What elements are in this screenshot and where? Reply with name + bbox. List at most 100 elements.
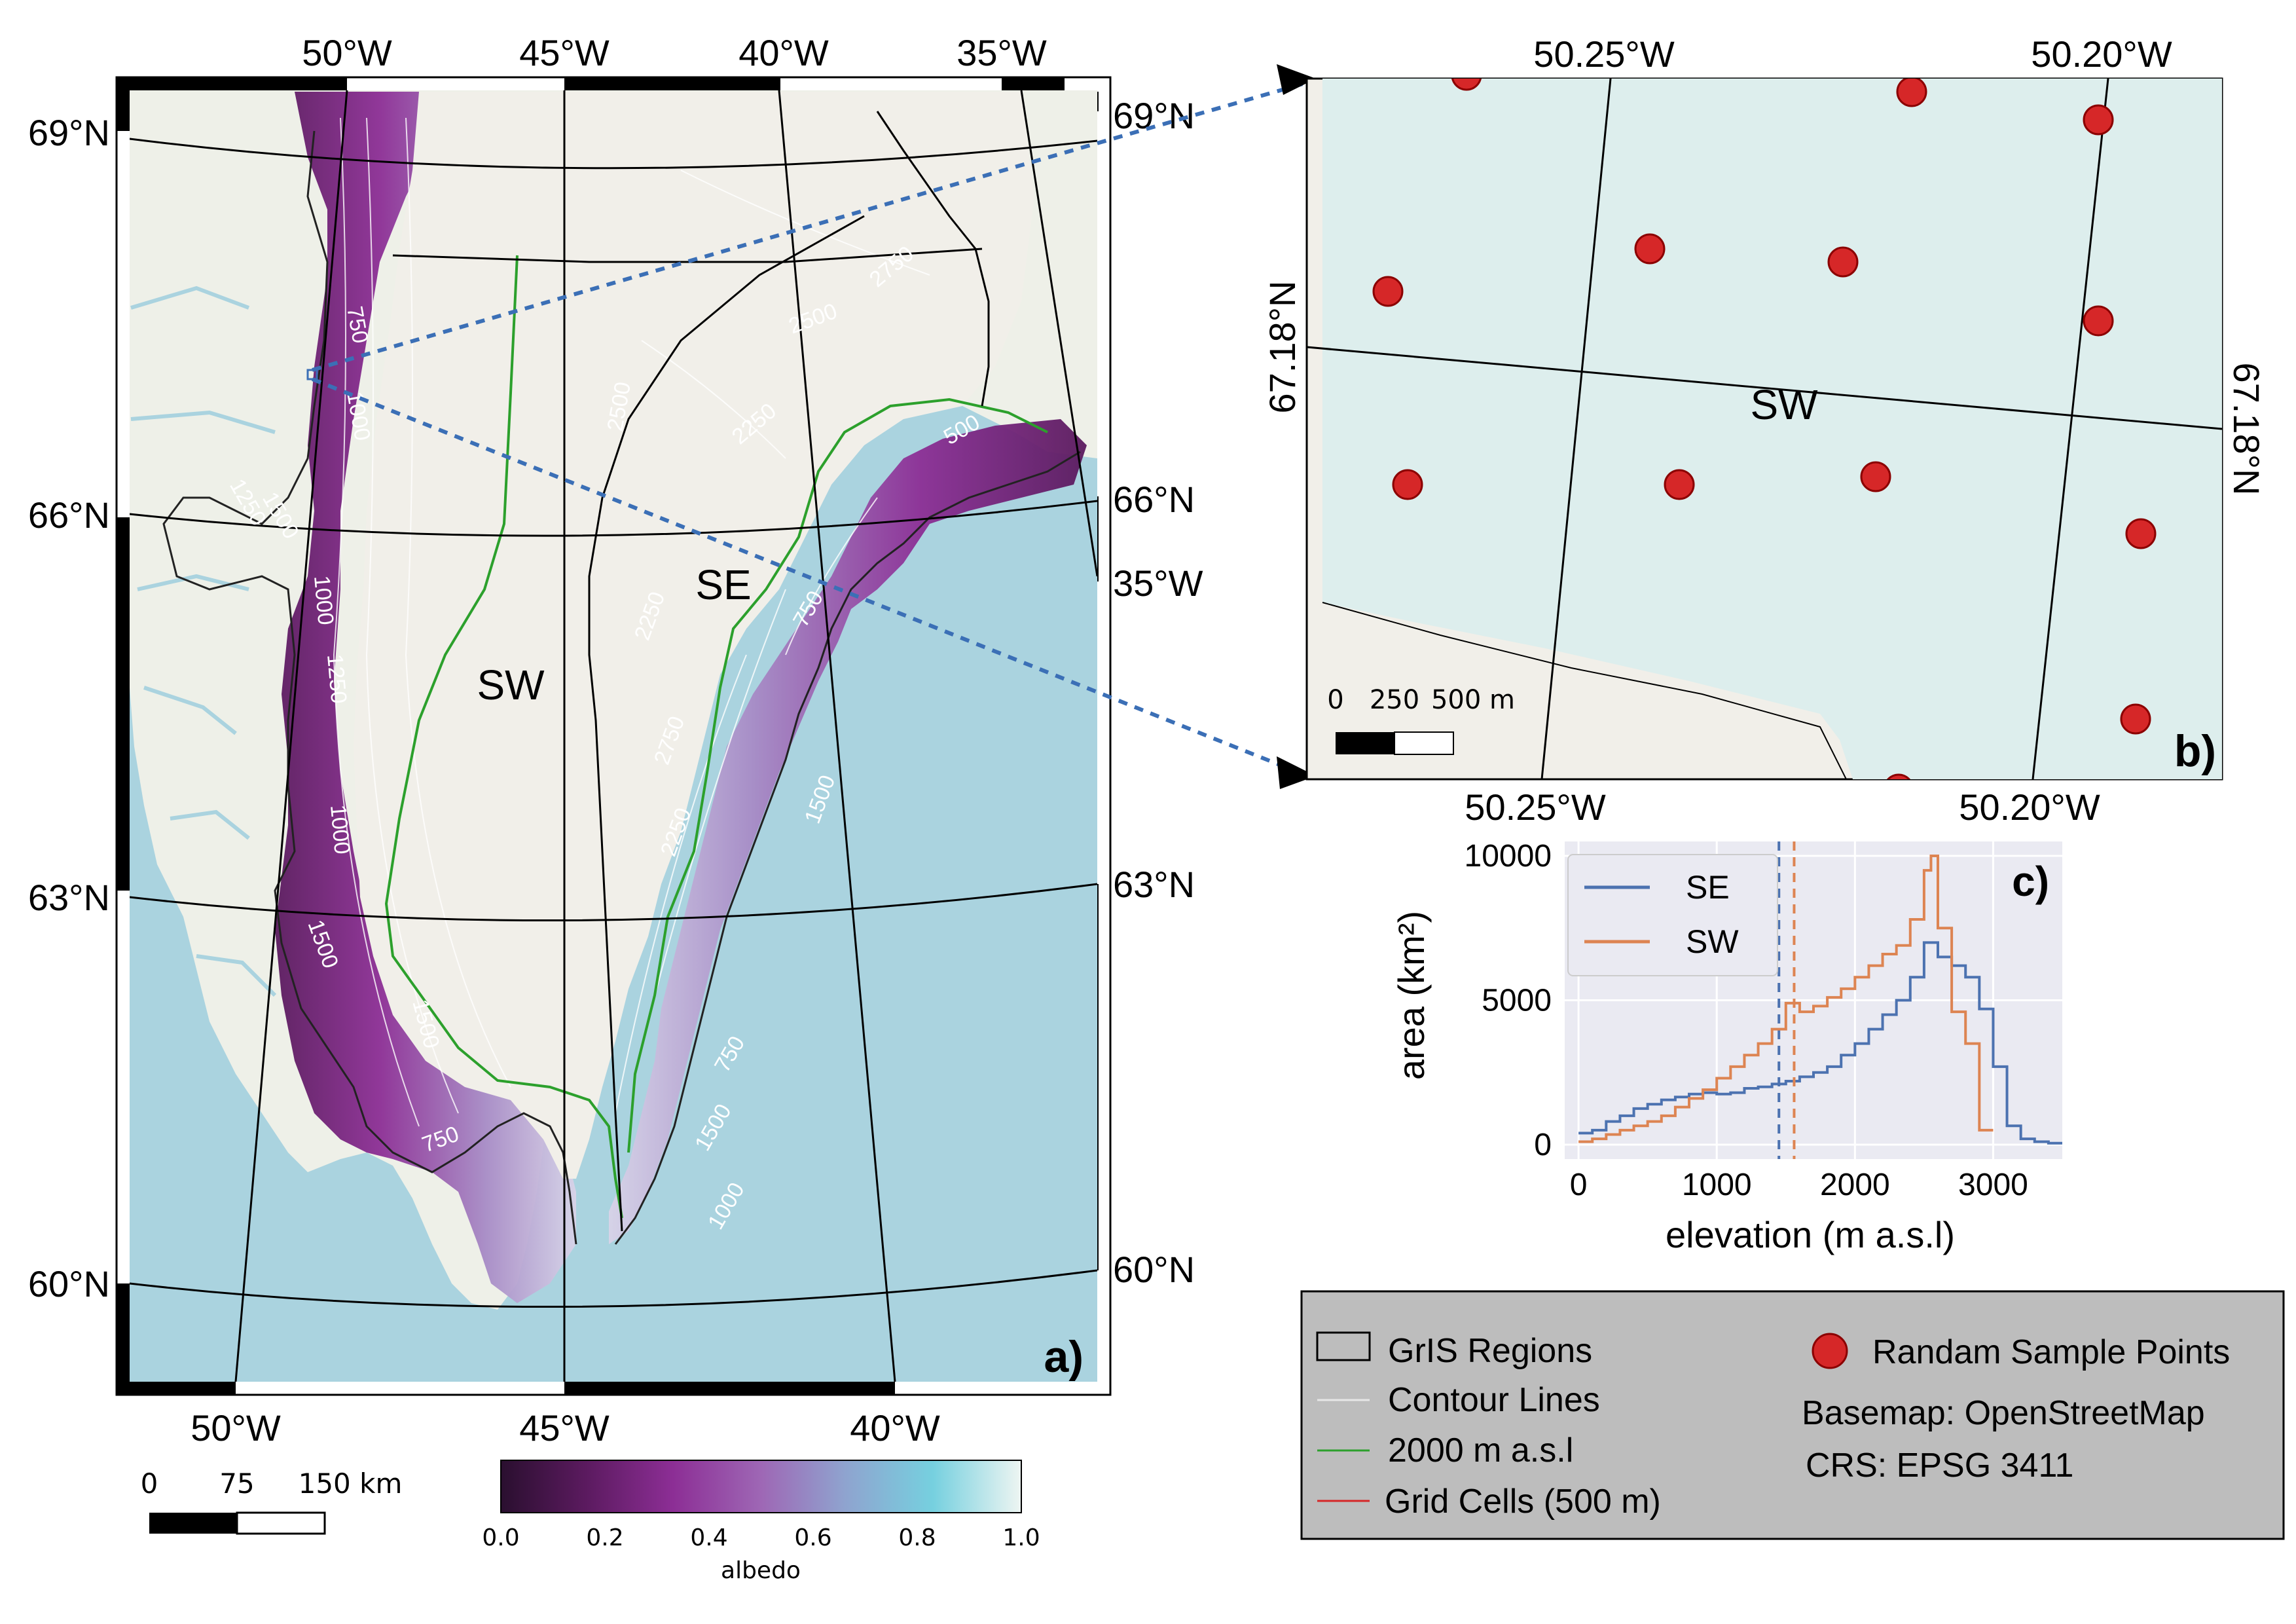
inset-lat-label-left: 67.18°N xyxy=(1262,281,1303,414)
lat-label-left: 63°N xyxy=(28,877,110,918)
sample-point xyxy=(1372,276,1404,307)
panel-c-label: c) xyxy=(2012,858,2049,905)
x-tick-label: 0 xyxy=(1570,1168,1588,1202)
scalebar-label: 150 km xyxy=(299,1467,403,1500)
lat-label-right: 63°N xyxy=(1113,864,1195,905)
legend-label: Randam Sample Points xyxy=(1872,1333,2230,1371)
fjords xyxy=(130,286,277,997)
panel-b-inset: SW 50.25°W 50.20°W 50.25°W 50.20°W 67.18… xyxy=(1262,33,2267,828)
x-tick-label: 3000 xyxy=(1958,1168,2028,1202)
legend-se-label: SE xyxy=(1686,869,1730,906)
elevation-2000m-line xyxy=(384,255,1048,1219)
inset-connectors xyxy=(311,64,1316,789)
colorbar-tick: 0.0 xyxy=(482,1524,519,1551)
series-se-line xyxy=(1578,941,2062,1145)
histogram-xlabel: elevation (m a.s.l) xyxy=(1666,1214,1955,1255)
scalebar-label: 250 xyxy=(1370,685,1419,715)
lon-label-bottom: 40°W xyxy=(850,1407,940,1449)
legend-sample-swatch xyxy=(1812,1333,1848,1369)
legend-label: 2000 m a.s.l xyxy=(1388,1431,1573,1469)
inset-lon-label-bottom: 50.25°W xyxy=(1465,786,1606,828)
sample-point xyxy=(2125,518,2157,549)
legend-label: Contour Lines xyxy=(1388,1381,1600,1419)
colorbar-tick: 0.4 xyxy=(690,1524,727,1551)
legend-label: GrIS Regions xyxy=(1388,1332,1592,1370)
map-legend: GrIS Regions Contour Lines 2000 m a.s.l … xyxy=(1300,1290,2285,1540)
sample-points xyxy=(1372,79,2157,779)
contour-label: 1250 xyxy=(322,653,351,705)
coast-outlines xyxy=(162,130,1081,1245)
lat-label-left: 66°N xyxy=(28,494,110,536)
colorbar-label: albedo xyxy=(721,1557,801,1584)
y-tick-label: 10000 xyxy=(1465,839,1552,874)
colorbar-tick: 0.6 xyxy=(794,1524,831,1551)
scalebar-label: 500 m xyxy=(1431,685,1515,715)
lat-label-left: 69°N xyxy=(28,112,110,153)
legend-crs: CRS: EPSG 3411 xyxy=(1806,1447,2073,1485)
contour-label: 1000 xyxy=(309,574,338,626)
panel-a-label: a) xyxy=(1044,1332,1084,1382)
legend-region-swatch xyxy=(1316,1331,1371,1361)
interior-ice xyxy=(354,92,1034,1179)
sample-point xyxy=(2120,703,2151,735)
series-sw-line xyxy=(1578,855,1994,1143)
region-boundaries xyxy=(392,111,990,1232)
sample-point xyxy=(1886,773,1911,779)
inset-water xyxy=(1322,79,2222,779)
y-tick-label: 0 xyxy=(1534,1128,1552,1162)
sample-point xyxy=(2083,104,2114,136)
lat-label-left: 60°N xyxy=(28,1263,110,1304)
sample-point xyxy=(1896,79,1927,107)
lon-label-right: 35°W xyxy=(1113,563,1203,604)
inset-lon-label-bottom: 50.20°W xyxy=(1959,786,2100,828)
map-graticule xyxy=(130,90,1097,1382)
colorbar-tick: 0.8 xyxy=(898,1524,936,1551)
lon-label-top: 45°W xyxy=(519,32,610,73)
albedo-colorbar: 0.0 0.2 0.4 0.6 0.8 1.0 albedo xyxy=(482,1460,1040,1584)
ice-margin-east xyxy=(609,419,1087,1244)
inset-lon-label-top: 50.25°W xyxy=(1533,33,1675,75)
sample-point xyxy=(1634,233,1666,265)
panel-c-histogram: 0 1000 2000 3000 0 5000 10000 SE SW c) elevati… xyxy=(1391,839,2062,1255)
inset-region-label: SW xyxy=(1750,381,1818,428)
x-tick-label: 2000 xyxy=(1820,1168,1890,1202)
panel-b-label: b) xyxy=(2174,726,2216,776)
legend-basemap: Basemap: OpenStreetMap xyxy=(1802,1394,2205,1432)
contour-label: 1000 xyxy=(325,803,354,855)
sample-point xyxy=(1664,469,1695,500)
lon-label-top: 50°W xyxy=(302,32,392,73)
contour-lines xyxy=(333,117,930,1127)
sample-point xyxy=(1451,79,1482,91)
inset-lon-label-top: 50.20°W xyxy=(2031,33,2172,75)
scalebar-label: 75 xyxy=(219,1467,254,1500)
histogram-ylabel: area (km²) xyxy=(1391,911,1432,1080)
lon-label-bottom: 45°W xyxy=(519,1407,610,1449)
inset-graticule xyxy=(1307,79,2222,779)
scalebar-b: 0 250 500 m xyxy=(1327,685,1515,755)
sample-point xyxy=(1392,469,1423,500)
panel-a-map: SW SE 750 1000 1250 1500 1000 1250 1000 … xyxy=(28,32,1203,1584)
y-tick-label: 5000 xyxy=(1482,984,1552,1018)
histogram-series xyxy=(1578,841,2062,1159)
colorbar-tick: 1.0 xyxy=(1002,1524,1040,1551)
lat-label-right: 60°N xyxy=(1113,1249,1195,1290)
sample-point xyxy=(1860,461,1891,492)
histogram-legend: SE SW xyxy=(1567,854,1778,976)
region-label-sw: SW xyxy=(477,661,545,709)
sample-point xyxy=(2083,305,2114,337)
lat-label-right: 66°N xyxy=(1113,479,1195,520)
scalebar-a: 0 75 150 km xyxy=(141,1467,403,1535)
legend-sw-label: SW xyxy=(1686,923,1739,960)
lon-label-top: 40°W xyxy=(738,32,829,73)
colorbar-tick: 0.2 xyxy=(586,1524,623,1551)
region-label-se: SE xyxy=(695,561,751,608)
scalebar-label: 0 xyxy=(141,1467,158,1500)
lon-label-bottom: 50°W xyxy=(191,1407,281,1449)
scalebar-label: 0 xyxy=(1327,685,1343,715)
lat-label-right: 69°N xyxy=(1113,95,1195,136)
inset-lat-label-right: 67.18°N xyxy=(2226,363,2267,496)
lon-label-top: 35°W xyxy=(957,32,1047,73)
x-tick-label: 1000 xyxy=(1682,1168,1752,1202)
legend-label: Grid Cells (500 m) xyxy=(1385,1483,1661,1521)
